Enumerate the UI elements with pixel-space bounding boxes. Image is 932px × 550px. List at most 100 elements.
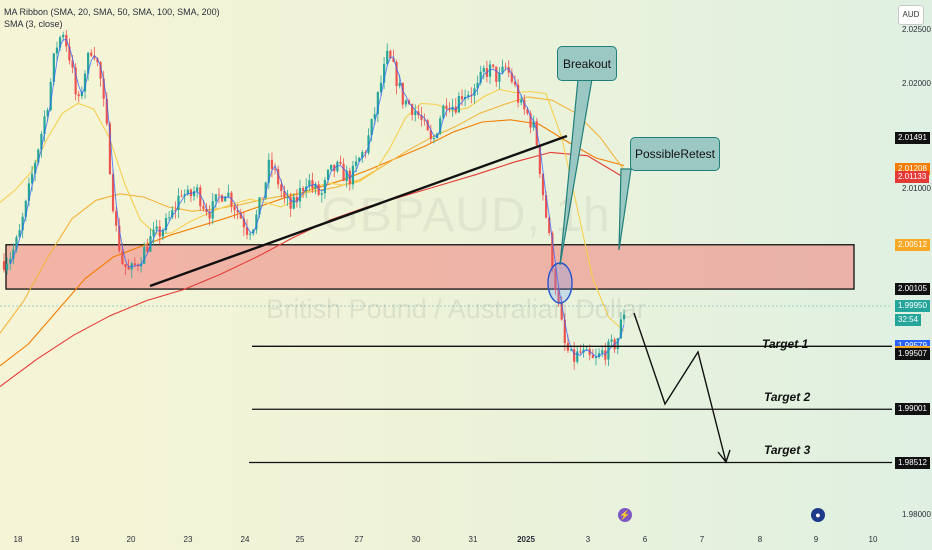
- candle-body: [68, 46, 71, 61]
- price-badge: 1.99507: [895, 348, 930, 361]
- candle-body: [115, 211, 118, 226]
- candle-body: [267, 159, 270, 183]
- candle-body: [354, 161, 358, 166]
- candle-body: [40, 133, 43, 150]
- supply-demand-zone: [5, 244, 855, 290]
- candle-body: [30, 173, 34, 184]
- legend-ma-ribbon[interactable]: MA Ribbon (SMA, 20, SMA, 50, SMA, 100, S…: [4, 7, 220, 17]
- candle-body: [541, 173, 545, 196]
- candle-body: [342, 163, 345, 181]
- candle-body: [520, 99, 523, 103]
- candle-body: [146, 246, 149, 252]
- candle-body: [111, 174, 115, 212]
- candle-body: [15, 237, 18, 250]
- candle-body: [435, 133, 439, 139]
- candle-body: [155, 226, 158, 230]
- legend-sma[interactable]: SMA (3, close): [4, 19, 63, 29]
- candle-body: [333, 164, 336, 172]
- candle-body: [507, 66, 510, 73]
- candle-body: [585, 348, 588, 350]
- candle-body: [448, 108, 451, 110]
- candle-body: [152, 229, 155, 237]
- price-tick: 2.02500: [902, 25, 931, 34]
- time-tick: 19: [70, 535, 80, 544]
- candle-body: [311, 180, 314, 189]
- currency-button[interactable]: AUD: [898, 5, 924, 25]
- candle-body: [124, 263, 127, 268]
- candle-body: [326, 169, 330, 180]
- candle-body: [105, 98, 108, 124]
- candle-body: [220, 195, 224, 202]
- candle-body: [143, 246, 146, 264]
- candle-body: [158, 226, 161, 237]
- retest-callout: PossibleRetest: [630, 137, 720, 171]
- candle-body: [83, 73, 87, 92]
- candle-body: [370, 118, 373, 136]
- breakout-callout: Breakout: [557, 46, 617, 81]
- candle-body: [270, 159, 274, 170]
- candle-body: [164, 217, 168, 231]
- sma-3-line: [9, 39, 625, 358]
- candle-body: [161, 230, 164, 237]
- candle-body: [401, 82, 404, 105]
- candle-body: [339, 161, 342, 164]
- price-badge: 32:54: [895, 314, 922, 327]
- candle-body: [118, 225, 121, 251]
- candle-body: [301, 188, 305, 191]
- candle-body: [264, 182, 267, 199]
- candle-body: [239, 212, 242, 219]
- candle-body: [99, 62, 102, 79]
- candle-body: [34, 162, 37, 174]
- candle-body: [6, 263, 9, 271]
- candle-body: [55, 47, 59, 54]
- candle-body: [439, 118, 442, 134]
- time-tick: 10: [868, 535, 878, 544]
- ma-50-line: [0, 96, 625, 334]
- time-tick: 20: [126, 535, 136, 544]
- candle-body: [258, 197, 261, 215]
- candle-body: [196, 187, 199, 192]
- candle-body: [591, 354, 594, 358]
- time-tick: 9: [813, 535, 819, 544]
- candle-body: [202, 206, 205, 209]
- candle-body: [576, 351, 579, 362]
- candle-body: [386, 50, 389, 64]
- candle-body: [330, 164, 333, 170]
- price-tick: 2.02000: [902, 79, 931, 88]
- candle-body: [121, 250, 124, 264]
- candle-body: [277, 169, 280, 185]
- candle-body: [96, 58, 99, 63]
- candle-body: [551, 233, 554, 269]
- candle-body: [348, 170, 351, 185]
- candle-body: [71, 60, 74, 68]
- candle-body: [601, 350, 604, 354]
- candle-body: [133, 263, 136, 266]
- projection-path: [633, 312, 727, 463]
- candle-body: [376, 92, 379, 115]
- candle-body: [283, 191, 286, 198]
- candle-body: [573, 349, 576, 362]
- candle-body: [429, 130, 432, 139]
- candle-body: [102, 78, 105, 99]
- candle-body: [242, 218, 245, 228]
- candle-body: [532, 121, 535, 128]
- price-tick: 2.01000: [902, 184, 931, 193]
- candle-body: [351, 165, 355, 185]
- candle-body: [588, 348, 591, 355]
- event-flag-icon[interactable]: ●: [811, 508, 825, 522]
- candle-body: [214, 194, 217, 202]
- candle-body: [286, 197, 289, 199]
- candle-body: [604, 350, 607, 360]
- candle-body: [504, 66, 507, 68]
- candle-body: [432, 138, 436, 139]
- candle-body: [90, 52, 93, 56]
- event-bolt-icon[interactable]: ⚡: [618, 508, 632, 522]
- candle-body: [49, 81, 52, 111]
- candle-body: [548, 217, 551, 234]
- candle-body: [613, 339, 616, 350]
- candle-body: [205, 208, 208, 213]
- time-tick: 7: [699, 535, 705, 544]
- candle-body: [392, 58, 395, 62]
